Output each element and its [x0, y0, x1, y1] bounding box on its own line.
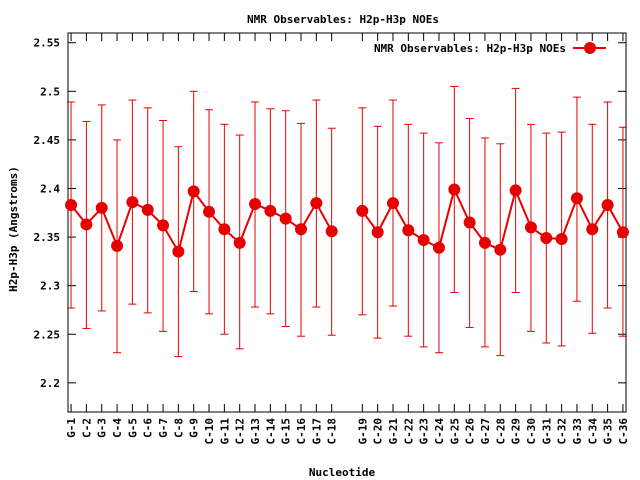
y-tick-label: 2.2: [40, 377, 60, 390]
plot-frame: [67, 32, 627, 413]
x-tick-label: G-23: [418, 418, 431, 445]
x-tick-label: G-29: [510, 418, 523, 445]
data-point: [141, 203, 154, 216]
data-point: [264, 204, 277, 217]
data-point: [524, 221, 537, 234]
x-tick-label: C-10: [203, 418, 216, 445]
chart-title: NMR Observables: H2p-H3p NOEs: [247, 13, 439, 26]
x-tick-label: G-7: [157, 418, 170, 438]
x-tick-label: C-34: [586, 418, 599, 445]
y-tick-label: 2.45: [34, 134, 61, 147]
data-point: [478, 236, 491, 249]
y-axis: 2.2 2.25 2.3 2.35 2.4 2.45 2.5 2.55: [34, 37, 626, 390]
x-tick-label: G-21: [387, 418, 400, 445]
x-tick-label: C-2: [80, 418, 93, 438]
x-tick-label: G-11: [218, 418, 231, 445]
data-point: [218, 223, 231, 236]
data-point: [295, 223, 308, 236]
data-point: [540, 232, 553, 245]
x-tick-label: C-4: [111, 418, 124, 438]
y-tick-label: 2.4: [40, 182, 60, 195]
data-point: [586, 223, 599, 236]
data-point: [111, 239, 124, 252]
legend: NMR Observables: H2p-H3p NOEs: [374, 42, 606, 55]
x-tick-label: C-22: [402, 418, 415, 445]
x-tick-label: G-17: [310, 418, 323, 445]
data-point: [233, 236, 246, 249]
x-tick-label: C-14: [264, 418, 277, 445]
x-tick-label: G-25: [448, 418, 461, 445]
x-tick-label: C-18: [326, 418, 339, 445]
y-tick-label: 2.35: [34, 231, 61, 244]
data-points: [65, 183, 629, 258]
x-tick-label: G-13: [249, 418, 262, 445]
x-tick-label: G-31: [540, 418, 553, 445]
data-point: [417, 233, 430, 246]
x-tick-label: G-9: [188, 418, 201, 438]
x-tick-label: G-1: [65, 418, 78, 438]
y-tick-label: 2.55: [34, 37, 61, 50]
data-point: [310, 197, 323, 210]
x-tick-label: G-33: [571, 418, 584, 445]
legend-marker: [584, 42, 596, 54]
data-point: [448, 183, 461, 196]
data-point: [555, 233, 568, 246]
data-point: [509, 184, 522, 197]
x-tick-label: C-32: [556, 418, 569, 445]
x-tick-label: G-35: [602, 418, 615, 445]
plot-border: [67, 32, 627, 413]
x-tick-label: G-3: [96, 418, 109, 438]
data-point: [157, 219, 170, 232]
x-tick-label: C-8: [172, 418, 185, 438]
data-point: [601, 199, 614, 212]
x-tick-label: C-26: [464, 418, 477, 445]
series-line: [70, 189, 333, 255]
y-tick-label: 2.25: [34, 328, 61, 341]
data-point: [325, 225, 338, 238]
x-tick-label: G-27: [479, 418, 492, 445]
data-point: [187, 185, 200, 198]
x-tick-label: C-16: [295, 418, 308, 445]
y-tick-label: 2.5: [40, 85, 60, 98]
data-point: [203, 205, 216, 218]
y-axis-label: H2p-H3p (Angstroms): [7, 166, 20, 292]
data-point: [126, 196, 139, 209]
data-point: [356, 204, 369, 217]
error-bars: [67, 85, 627, 358]
series-lines: [70, 186, 624, 255]
x-tick-label: C-28: [494, 418, 507, 445]
data-point: [616, 226, 629, 239]
data-point: [494, 243, 507, 256]
data-point: [65, 199, 78, 212]
data-point: [463, 216, 476, 229]
data-point: [371, 226, 384, 239]
x-tick-label: C-30: [525, 418, 538, 445]
data-point: [279, 212, 292, 225]
data-point: [249, 198, 262, 211]
data-point: [80, 218, 93, 231]
x-axis: G-1 C-2 G-3 C-4 G-5 C-6 G-7 C-8 G-9 C-10 G-11 C-12 G…: [65, 33, 630, 445]
x-tick-label: C-12: [234, 418, 247, 445]
legend-label: NMR Observables: H2p-H3p NOEs: [374, 42, 566, 55]
x-axis-label: Nucleotide: [309, 466, 376, 479]
y-tick-label: 2.3: [40, 280, 60, 293]
x-tick-label: C-6: [142, 418, 155, 438]
data-point: [172, 245, 185, 258]
data-point: [402, 224, 415, 237]
series-line: [361, 186, 624, 252]
x-tick-label: C-24: [433, 418, 446, 445]
data-point: [570, 192, 583, 205]
data-point: [432, 241, 445, 254]
data-point: [95, 201, 108, 214]
x-tick-label: G-15: [280, 418, 293, 445]
x-tick-label: C-20: [372, 418, 385, 445]
x-tick-label: G-5: [126, 418, 139, 438]
x-tick-label: G-19: [356, 418, 369, 445]
x-tick-label: C-36: [617, 418, 630, 445]
data-point: [386, 197, 399, 210]
